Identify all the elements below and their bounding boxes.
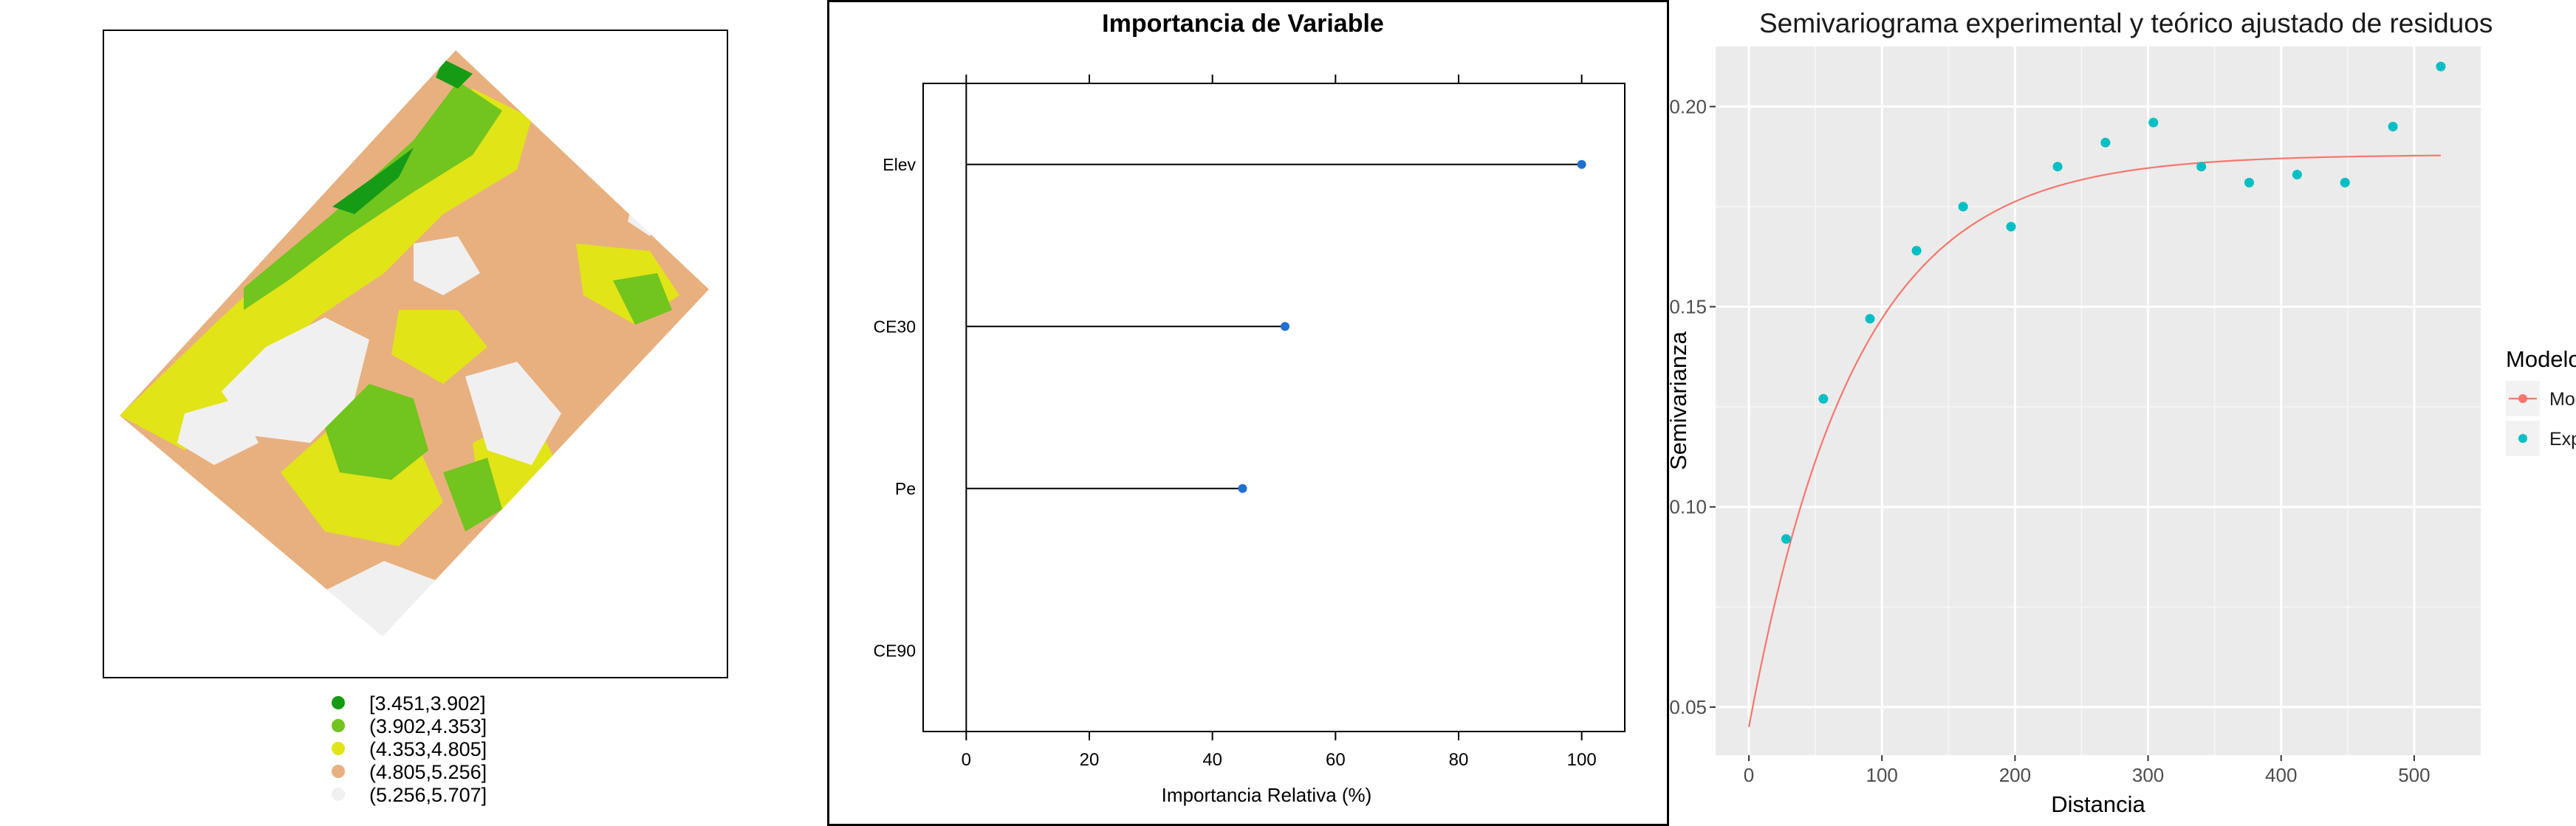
class-2-zone [443, 458, 502, 531]
experimental-point [2052, 162, 2063, 172]
legend-label: (4.805,5.256] [369, 761, 487, 783]
class-5-zone [177, 399, 258, 465]
importance-chart: Importancia de Variable 0 20 40 60 80 100 Elev… [873, 10, 1626, 806]
legend-label: Modelo teorico: Exp [2549, 389, 2576, 410]
legend-label: [3.451,3.902] [369, 692, 486, 715]
x-tick-label: 40 [1202, 750, 1222, 770]
experimental-point [2292, 170, 2302, 180]
lollipop-point [1238, 483, 1247, 493]
class-5-zone [465, 362, 561, 465]
x-axis-label: Importancia Relativa (%) [1162, 784, 1372, 806]
class-5-zone [414, 236, 480, 295]
map-panel: [3.451,3.902] (3.902,4.353] (4.353,4.805](… [0, 0, 827, 826]
x-tick-label: 0 [1744, 764, 1754, 786]
experimental-point [1958, 202, 1968, 212]
experimental-point [2436, 61, 2446, 72]
x-tick-label: 300 [2132, 764, 2164, 786]
experimental-point [1865, 314, 1875, 324]
legend-label: Experimental [2549, 429, 2576, 450]
experimental-point [2196, 162, 2207, 172]
legend-swatch [332, 719, 345, 732]
x-tick-label: 0 [962, 750, 971, 770]
experimental-point [1911, 246, 1922, 256]
x-tick-label: 400 [2265, 764, 2297, 786]
model-curve [1747, 154, 2441, 728]
y-tick-label: CE30 [873, 317, 916, 336]
y-tick-label: 0.15 [1669, 296, 1707, 318]
class-2-zone [613, 273, 672, 325]
legend-label: (4.353,4.805] [369, 738, 487, 760]
y-tick-label: CE90 [873, 641, 916, 660]
x-tick-label: 20 [1080, 750, 1100, 770]
x-tick-label: 500 [2398, 764, 2430, 786]
class-5-zone [222, 317, 369, 443]
class-3-zone [391, 310, 487, 384]
x-axis-label: Distancia [2051, 791, 2145, 817]
semivariogram-panel: Semivariograma experimental y teórico aj… [1669, 0, 2576, 826]
class-1-zone [332, 148, 414, 214]
experimental-point [2340, 177, 2350, 187]
y-axis-label: Semivarianza [1669, 331, 1691, 470]
experimental-point [1781, 534, 1791, 544]
class-5-zone [325, 561, 443, 636]
plot-background [1716, 47, 2481, 755]
class-2-zone [325, 384, 428, 480]
y-tick-label: 0.20 [1669, 95, 1707, 117]
chart-title: Importancia de Variable [1102, 10, 1384, 38]
legend-swatch [332, 742, 345, 755]
legend-swatch [332, 788, 345, 801]
field-map [120, 50, 709, 636]
lollipop-point [1577, 159, 1586, 169]
chart-title: Semivariograma experimental y teórico aj… [1759, 8, 2493, 38]
x-tick-label: 100 [1866, 764, 1898, 786]
plot-frame [922, 83, 1626, 732]
legend-swatch [332, 765, 345, 778]
class-1-zone [436, 59, 473, 89]
x-tick-label: 60 [1326, 750, 1346, 770]
experimental-point [2388, 121, 2398, 131]
lollipop-point [1281, 322, 1289, 331]
experimental-point [2006, 221, 2016, 232]
y-tick-label: 0.10 [1669, 496, 1707, 518]
experimental-point [1818, 393, 1829, 404]
x-tick-label: 100 [1567, 750, 1597, 770]
y-tick-label: Elev [883, 155, 916, 174]
legend-point [2518, 434, 2527, 443]
x-tick-label: 80 [1449, 750, 1469, 770]
experimental-point [2244, 177, 2254, 187]
map-svg: [3.451,3.902](3.902,4.353](4.353,4.805](… [103, 30, 728, 806]
experimental-point [2148, 117, 2159, 128]
y-tick-label: Pe [895, 479, 916, 498]
legend-point [2518, 394, 2527, 403]
semivariogram-chart: Semivariograma experimental y teórico aj… [1669, 8, 2576, 817]
legend-label: (3.902,4.353] [369, 715, 487, 737]
experimental-point [2100, 137, 2111, 148]
x-tick-label: 200 [1999, 764, 2031, 786]
map-legend: [3.451,3.902](3.902,4.353](4.353,4.805](… [332, 692, 487, 806]
legend: Modelo Modelo teorico: Exp Experimental [2506, 346, 2576, 456]
importance-panel: Importancia de Variable 0 20 40 60 80 100 Elev… [827, 0, 1669, 826]
legend-swatch [332, 696, 345, 709]
legend-title: Modelo [2506, 346, 2576, 372]
legend-label: (5.256,5.707] [369, 784, 487, 806]
y-tick-label: 0.05 [1669, 696, 1707, 718]
